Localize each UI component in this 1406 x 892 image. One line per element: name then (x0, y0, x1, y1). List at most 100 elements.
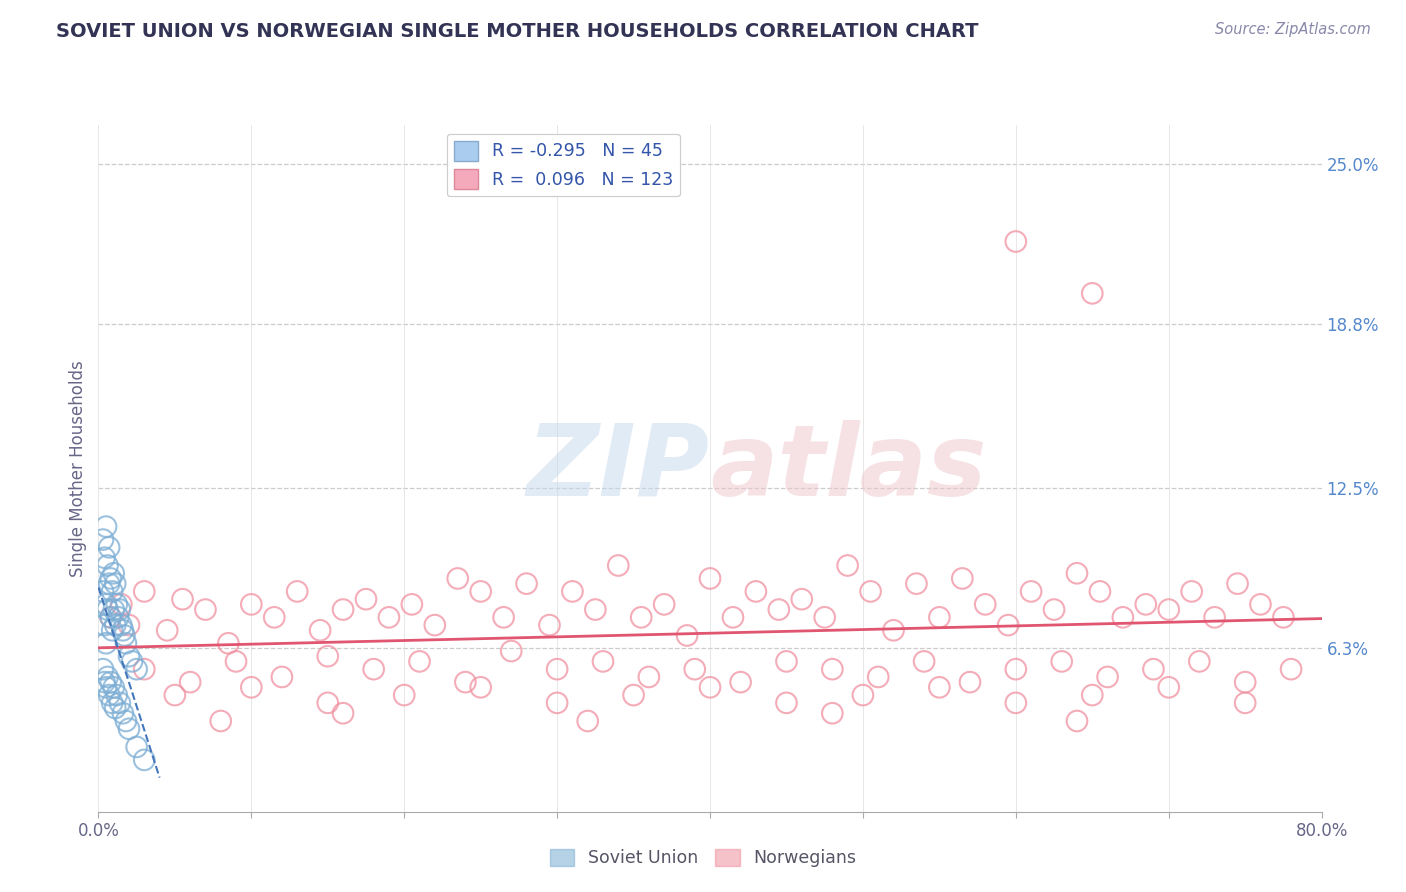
Point (470, 584, 492, 599)
Point (470, 681, 492, 695)
Point (316, 649, 339, 664)
Point (1234, 675, 1257, 690)
Point (814, 610, 837, 624)
Point (1157, 681, 1180, 695)
Point (676, 628, 699, 642)
Point (1081, 286, 1104, 301)
Point (454, 675, 477, 690)
Point (1019, 584, 1042, 599)
Point (1250, 598, 1272, 612)
Point (837, 558, 859, 573)
Point (492, 610, 515, 624)
Point (97, 558, 120, 573)
Point (316, 696, 339, 710)
Point (118, 722, 141, 736)
Point (98, 688, 121, 702)
Legend: R = -0.295   N = 45, R =  0.096   N = 123: R = -0.295 N = 45, R = 0.096 N = 123 (447, 134, 681, 196)
Point (950, 571, 973, 585)
Point (378, 610, 401, 624)
Point (997, 618, 1019, 632)
Point (94, 681, 117, 695)
Point (1088, 584, 1111, 599)
Point (546, 696, 568, 710)
Point (103, 681, 125, 695)
Point (93, 618, 115, 632)
Point (179, 675, 201, 690)
Point (134, 584, 156, 599)
Point (623, 688, 645, 702)
Point (332, 706, 354, 721)
Point (108, 696, 131, 710)
Point (100, 675, 122, 690)
Point (100, 610, 122, 624)
Point (94, 598, 117, 612)
Point (852, 688, 875, 702)
Point (408, 654, 430, 668)
Point (163, 688, 186, 702)
Point (1204, 610, 1226, 624)
Point (775, 696, 797, 710)
Point (270, 670, 294, 684)
Point (118, 649, 141, 664)
Point (928, 681, 950, 695)
Point (1066, 714, 1088, 728)
Point (883, 624, 905, 638)
Point (101, 584, 124, 599)
Point (652, 598, 675, 612)
Point (1043, 602, 1066, 616)
Point (121, 654, 143, 668)
Point (93, 675, 115, 690)
Point (97, 602, 120, 616)
Point (194, 602, 217, 616)
Point (110, 618, 132, 632)
Point (538, 618, 561, 632)
Point (108, 602, 131, 616)
Point (576, 714, 599, 728)
Y-axis label: Single Mother Households: Single Mother Households (69, 360, 87, 576)
Point (699, 571, 721, 585)
Point (209, 714, 232, 728)
Point (1004, 235, 1026, 249)
Point (112, 628, 135, 642)
Point (423, 618, 446, 632)
Point (240, 598, 263, 612)
Point (1050, 654, 1073, 668)
Point (240, 681, 263, 695)
Point (1234, 696, 1257, 710)
Point (263, 610, 285, 624)
Point (100, 610, 122, 624)
Point (115, 636, 138, 650)
Point (683, 662, 706, 676)
Point (309, 624, 332, 638)
Point (768, 602, 790, 616)
Point (607, 558, 630, 573)
Point (912, 654, 935, 668)
Point (97, 670, 120, 684)
Point (392, 688, 416, 702)
Point (156, 624, 179, 638)
Point (111, 706, 134, 721)
Point (104, 701, 127, 715)
Text: Source: ZipAtlas.com: Source: ZipAtlas.com (1215, 22, 1371, 37)
Point (110, 598, 132, 612)
Point (100, 571, 122, 585)
Point (1112, 610, 1135, 624)
Point (91, 662, 114, 676)
Point (1272, 610, 1295, 624)
Point (125, 739, 148, 754)
Point (546, 662, 568, 676)
Point (134, 753, 156, 767)
Point (730, 675, 752, 690)
Legend: Soviet Union, Norwegians: Soviet Union, Norwegians (543, 842, 863, 874)
Point (583, 602, 606, 616)
Point (775, 654, 797, 668)
Point (285, 584, 308, 599)
Text: atlas: atlas (710, 420, 987, 516)
Point (98, 541, 121, 555)
Point (1135, 598, 1157, 612)
Point (859, 584, 882, 599)
Point (630, 610, 652, 624)
Point (103, 602, 125, 616)
Point (134, 662, 156, 676)
Point (1181, 584, 1204, 599)
